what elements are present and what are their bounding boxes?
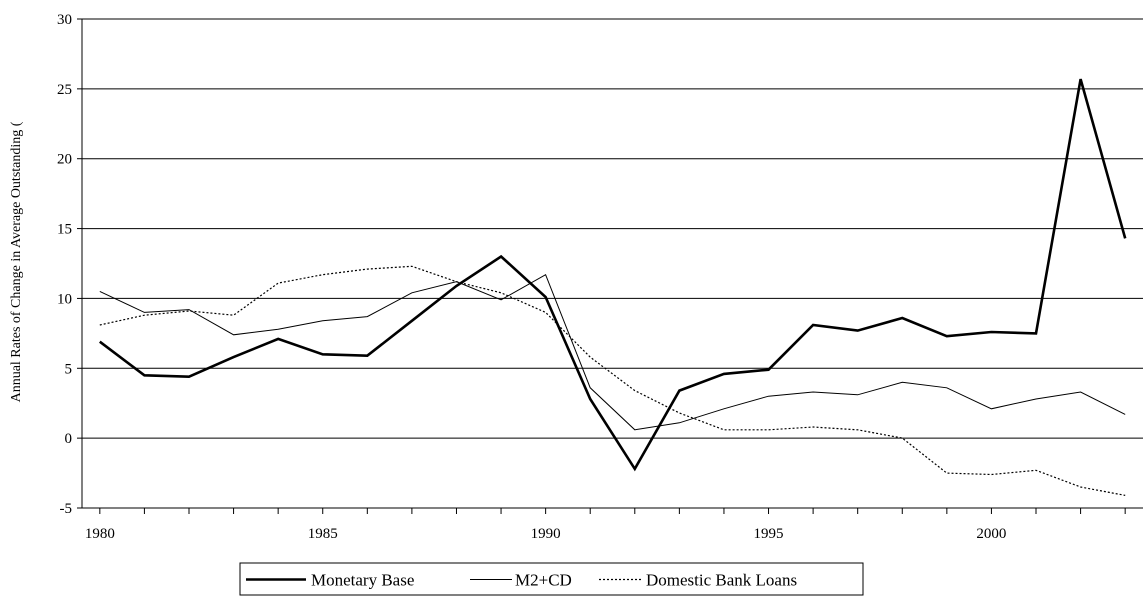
series-lines	[99, 78, 1127, 496]
legend-box	[239, 562, 864, 596]
x-tick-label: 1995	[754, 526, 784, 542]
y-tick-label: 20	[57, 152, 72, 168]
legend: Monetary Base M2+CD Domestic Bank Loans	[239, 562, 864, 596]
y-tick-label: 25	[57, 82, 72, 98]
x-tick-label: 1980	[85, 526, 115, 542]
x-tick-label: 2000	[976, 526, 1006, 542]
y-tick-label: 10	[57, 291, 72, 307]
legend-label: Domestic Bank Loans	[646, 571, 797, 590]
series-line-monetary-base	[99, 78, 1127, 472]
y-tick-label: 30	[57, 12, 72, 28]
y-tick-label: 5	[65, 361, 73, 377]
x-tick-label: 1985	[308, 526, 338, 542]
y-tick-label: -5	[60, 501, 73, 517]
series-line-m2-cd	[99, 273, 1126, 431]
x-tick-label: 1990	[531, 526, 561, 542]
tick-labels: -5 0 5 10 15 20 25 30 1980 1985 1990 1995 2000	[57, 12, 1006, 542]
gridlines	[82, 18, 1143, 439]
y-tick-label: 15	[57, 222, 72, 238]
legend-label: M2+CD	[515, 571, 572, 590]
series-line-domestic-bank-loans	[99, 265, 1126, 496]
legend-label: Monetary Base	[311, 571, 414, 590]
axes	[77, 18, 1143, 514]
y-axis-label: Annual Rates of Change in Average Outsta…	[9, 121, 24, 402]
y-tick-label: 0	[65, 431, 73, 447]
